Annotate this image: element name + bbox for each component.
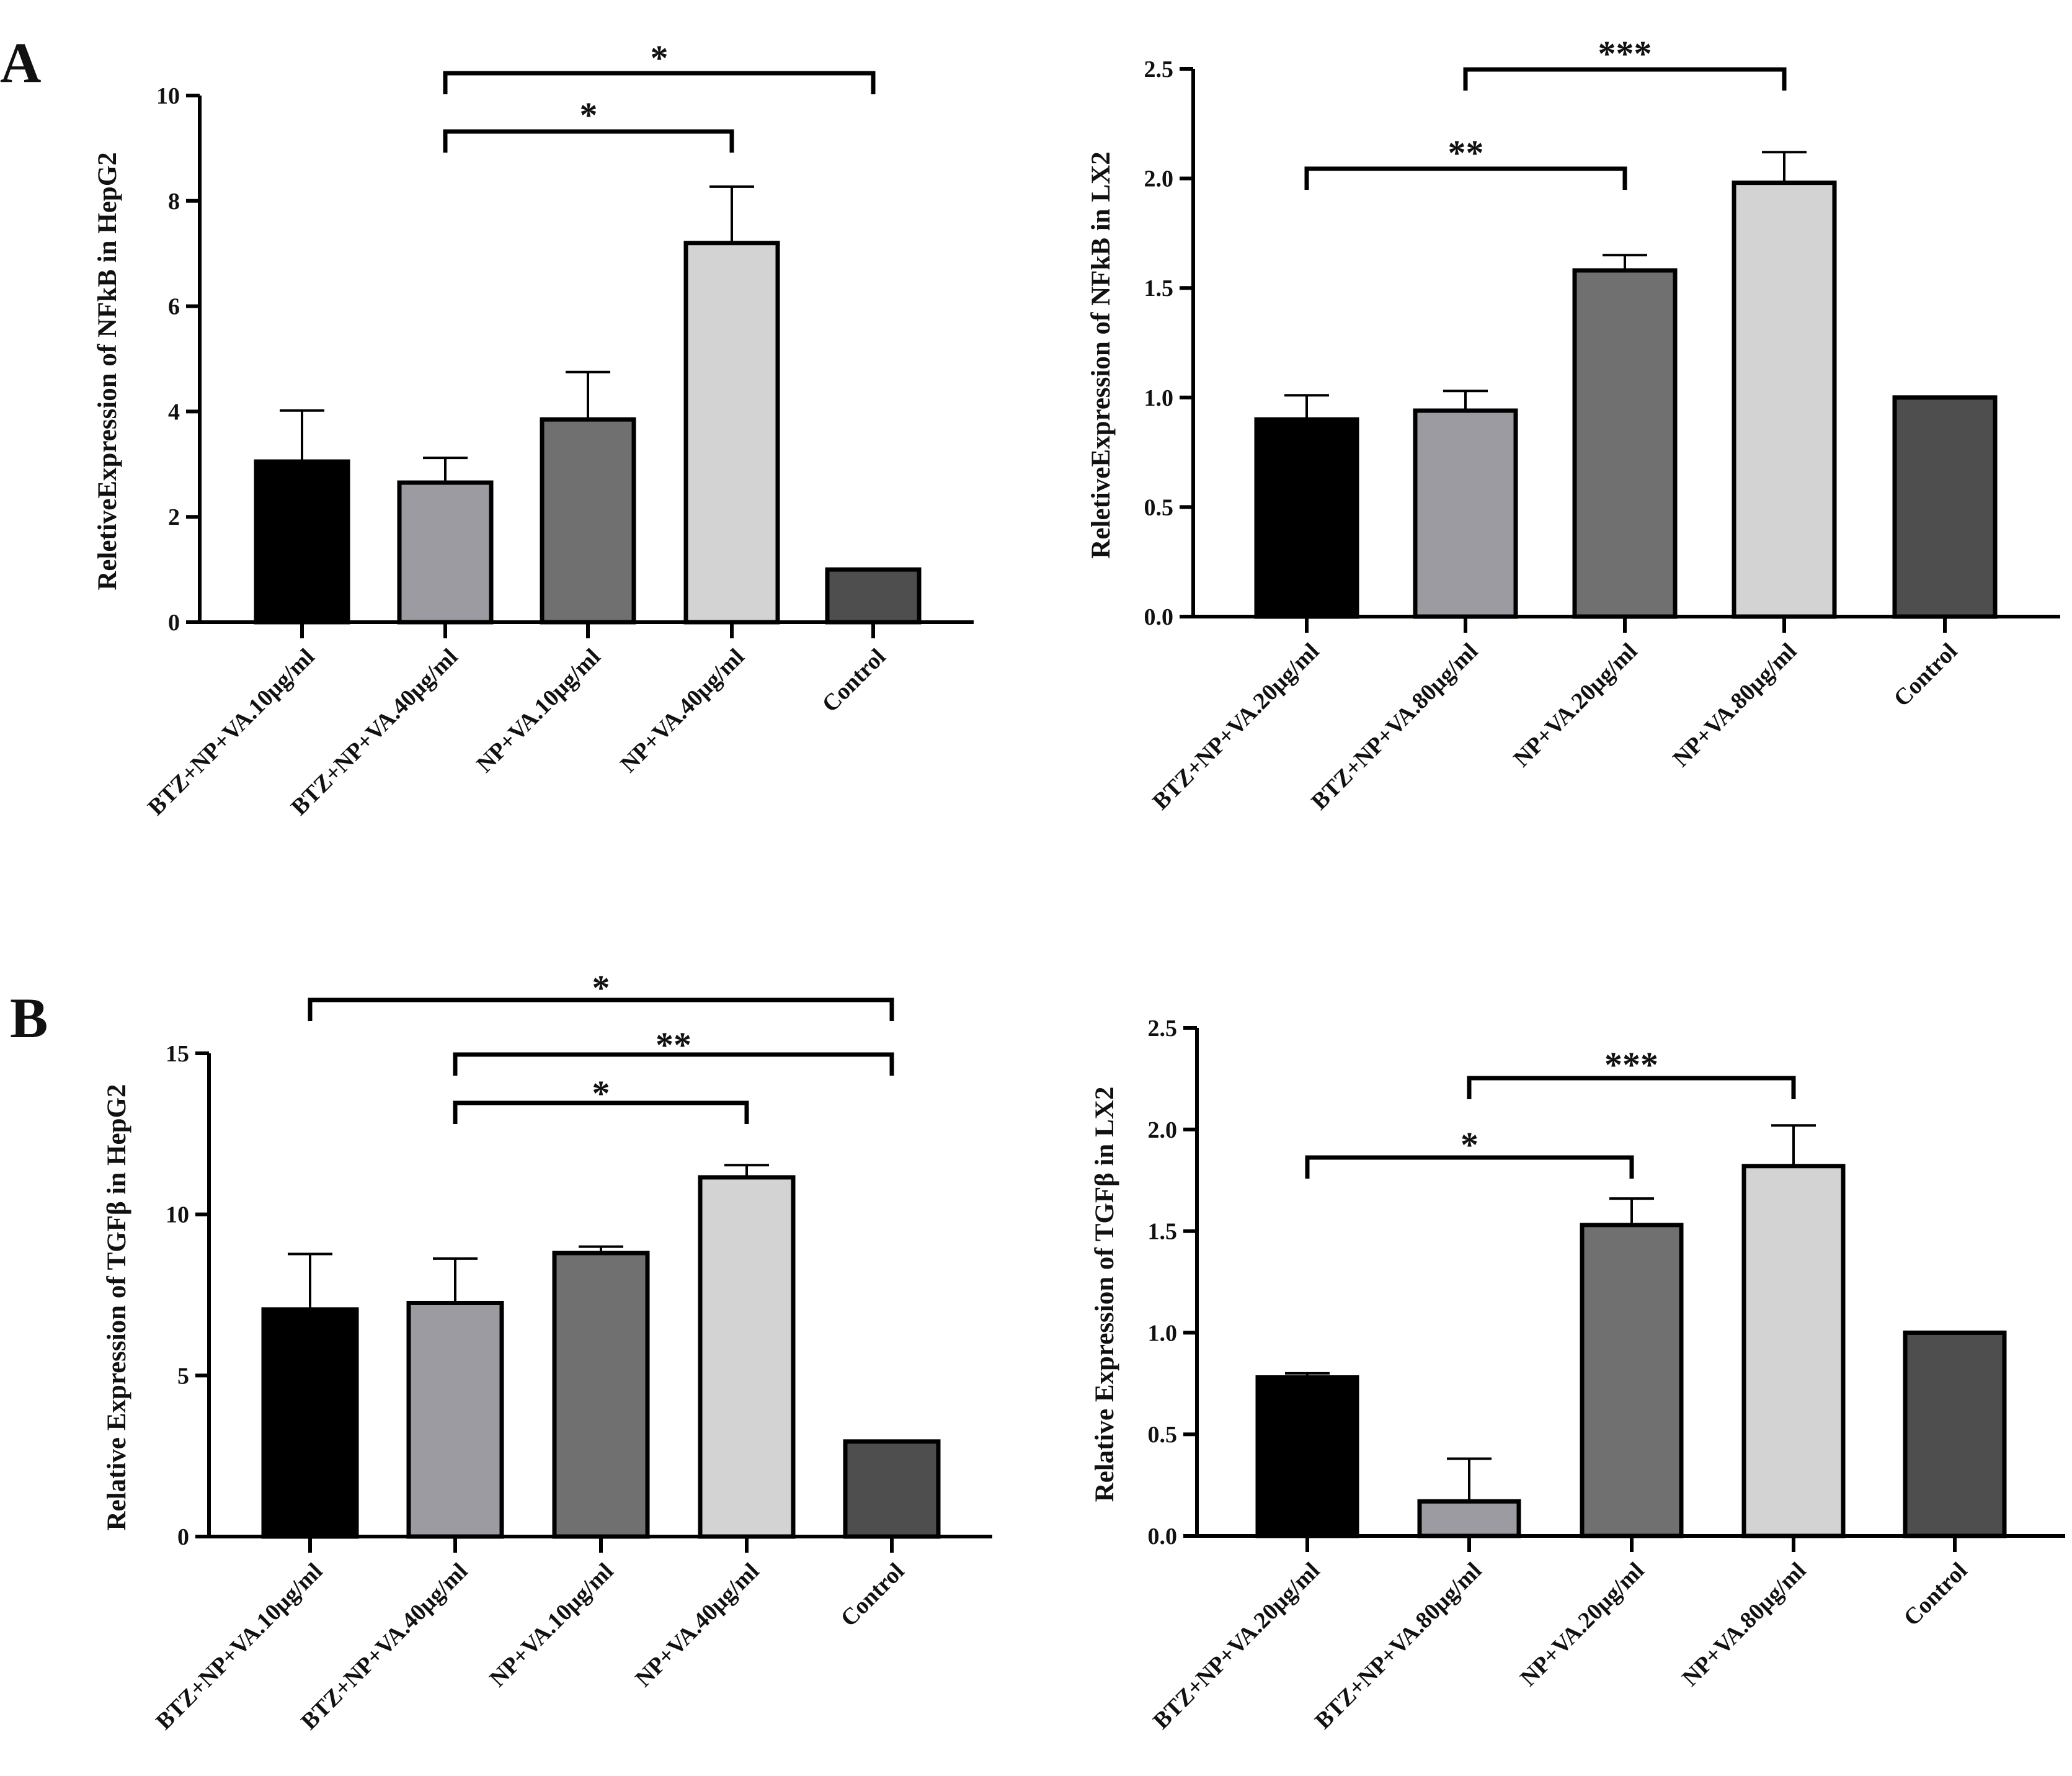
bar bbox=[683, 241, 780, 625]
y-tick-label: 0.5 bbox=[1144, 494, 1174, 520]
y-tick-label: 2 bbox=[168, 504, 180, 530]
y-axis-label: Relative Expression of TGFβ in LX2 bbox=[1090, 1087, 1119, 1502]
significance-bracket bbox=[453, 1052, 894, 1076]
y-tick-label: 1.0 bbox=[1144, 385, 1174, 411]
significance-bracket bbox=[443, 71, 876, 94]
significance-label: * bbox=[580, 95, 598, 135]
significance-bracket bbox=[1467, 1076, 1796, 1099]
significance-label: *** bbox=[1604, 1045, 1658, 1085]
bar bbox=[1417, 1499, 1521, 1538]
category-label: BTZ+NP+VA.80µg/ml bbox=[1310, 1558, 1487, 1734]
chart-tgfb-hepg2: 0 5 10 15 Relative Expression of TGFβ in Hep… bbox=[102, 968, 992, 1735]
y-tick-label: 0 bbox=[177, 1524, 189, 1550]
category-label: BTZ+NP+VA.80µg/ml bbox=[1306, 638, 1483, 815]
y-tick-label: 10 bbox=[156, 83, 180, 109]
category-label: Control bbox=[836, 1558, 910, 1632]
y-tick-label: 8 bbox=[168, 189, 180, 215]
y-tick-label: 10 bbox=[166, 1202, 189, 1228]
category-label: NP+VA.20µg/ml bbox=[1508, 638, 1642, 772]
category-label: Control bbox=[1899, 1558, 1973, 1631]
bar bbox=[1413, 408, 1518, 619]
y-tick-label: 1.0 bbox=[1148, 1320, 1178, 1346]
category-label: BTZ+NP+VA.20µg/ml bbox=[1148, 1558, 1325, 1734]
y-tick-label: 2.5 bbox=[1148, 1015, 1178, 1042]
category-label: NP+VA.20µg/ml bbox=[1515, 1558, 1649, 1692]
y-axis-label: ReletiveExpression of NFkB in HepG2 bbox=[93, 152, 122, 590]
bar bbox=[1892, 395, 1998, 619]
category-label: BTZ+NP+VA.40µg/ml bbox=[296, 1558, 473, 1735]
panel-letter-b: B bbox=[10, 986, 48, 1050]
bar bbox=[552, 1251, 650, 1539]
significance-bracket bbox=[1463, 67, 1787, 91]
category-label: BTZ+NP+VA.10µg/ml bbox=[143, 644, 319, 821]
y-tick-label: 0.0 bbox=[1148, 1524, 1178, 1550]
category-label: NP+VA.80µg/ml bbox=[1668, 638, 1802, 772]
category-label: NP+VA.40µg/ml bbox=[615, 644, 749, 778]
y-tick-label: 15 bbox=[166, 1041, 189, 1067]
y-tick-label: 2.5 bbox=[1144, 56, 1174, 83]
y-tick-label: 2.0 bbox=[1148, 1117, 1178, 1143]
bar bbox=[1255, 1375, 1359, 1538]
y-tick-label: 0.0 bbox=[1144, 604, 1174, 630]
significance-label: ** bbox=[1448, 133, 1484, 173]
bar bbox=[1580, 1223, 1684, 1538]
y-tick-label: 5 bbox=[177, 1363, 189, 1389]
significance-label: * bbox=[651, 38, 669, 78]
y-tick-label: 0 bbox=[168, 610, 180, 636]
bar bbox=[1254, 417, 1359, 619]
bar bbox=[406, 1300, 504, 1539]
bar bbox=[540, 417, 636, 625]
significance-bracket bbox=[443, 129, 734, 153]
bar bbox=[1741, 1164, 1846, 1538]
significance-bracket bbox=[1305, 1155, 1634, 1179]
bar bbox=[843, 1439, 941, 1539]
y-axis-label: ReletiveExpression of NFkB in LX2 bbox=[1087, 151, 1116, 558]
category-label: NP+VA.10µg/ml bbox=[484, 1558, 618, 1692]
bar bbox=[825, 567, 922, 625]
y-tick-label: 1.5 bbox=[1144, 275, 1174, 301]
y-tick-label: 6 bbox=[168, 294, 180, 320]
bar bbox=[1732, 181, 1837, 619]
bar bbox=[261, 1307, 359, 1539]
chart-nfkb-lx2: 0.0 0.5 1.0 1.5 2.0 2.5 ReletiveExpression of … bbox=[1087, 33, 2060, 815]
bar bbox=[1572, 268, 1678, 619]
category-label: NP+VA.80µg/ml bbox=[1677, 1558, 1811, 1692]
significance-bracket bbox=[453, 1100, 749, 1124]
bar bbox=[397, 480, 494, 625]
category-label: BTZ+NP+VA.20µg/ml bbox=[1147, 638, 1324, 815]
significance-label: * bbox=[592, 968, 610, 1008]
category-label: NP+VA.40µg/ml bbox=[630, 1558, 764, 1692]
bar bbox=[254, 459, 350, 625]
significance-label: *** bbox=[1598, 33, 1652, 74]
category-label: Control bbox=[1889, 638, 1963, 712]
bar bbox=[1903, 1330, 2007, 1538]
significance-label: * bbox=[1461, 1125, 1478, 1165]
category-label: NP+VA.10µg/ml bbox=[471, 644, 605, 778]
bar bbox=[698, 1175, 796, 1539]
y-tick-label: 2.0 bbox=[1144, 166, 1174, 192]
chart-nfkb-hepg2: 0 2 4 6 8 10 ReletiveExpression of NFkB in Hep… bbox=[93, 38, 974, 821]
y-tick-label: 1.5 bbox=[1148, 1219, 1178, 1245]
category-label: BTZ+NP+VA.10µg/ml bbox=[151, 1558, 327, 1735]
y-axis-label: Relative Expression of TGFβ in HepG2 bbox=[102, 1084, 131, 1531]
y-tick-label: 4 bbox=[168, 399, 180, 425]
significance-label: * bbox=[592, 1073, 610, 1113]
chart-tgfb-lx2: 0.0 0.5 1.0 1.5 2.0 2.5 Relative Expression of… bbox=[1090, 1015, 2065, 1734]
significance-bracket bbox=[1304, 166, 1627, 190]
significance-bracket bbox=[308, 997, 894, 1021]
y-tick-label: 0.5 bbox=[1148, 1422, 1178, 1448]
category-label: BTZ+NP+VA.40µg/ml bbox=[286, 644, 463, 821]
panel-letter-a: A bbox=[0, 31, 41, 94]
significance-label: ** bbox=[656, 1025, 691, 1065]
category-label: Control bbox=[817, 644, 891, 718]
